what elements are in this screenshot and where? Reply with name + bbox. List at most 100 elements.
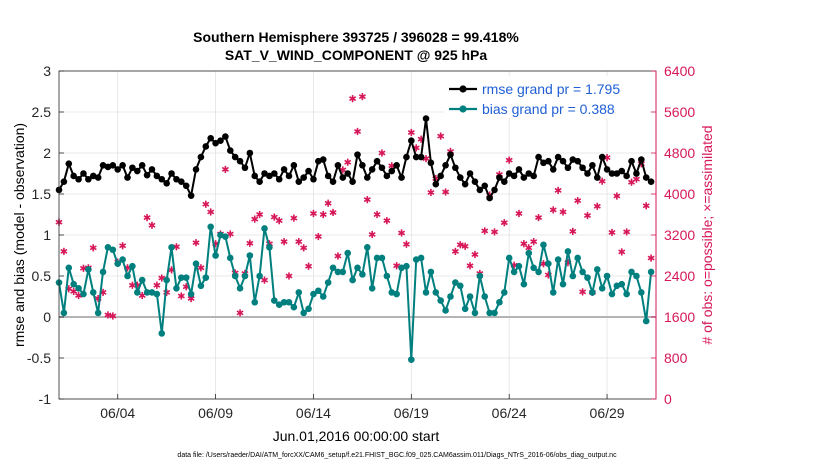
obs-point-core — [541, 262, 546, 266]
obs-point-core — [561, 210, 565, 214]
obs-point-core — [522, 242, 526, 246]
rmse-point — [618, 167, 626, 175]
obs-point — [632, 175, 640, 183]
obs-point-core — [277, 219, 281, 223]
bias-point — [60, 309, 68, 317]
bias-point — [593, 266, 601, 273]
obs-point-core — [258, 212, 262, 217]
bias-point — [153, 290, 161, 298]
obs-point — [647, 254, 655, 262]
bias-point — [173, 285, 180, 292]
rmse-point — [173, 175, 180, 183]
bias-point — [584, 274, 591, 281]
bias-point — [549, 289, 557, 296]
rmse-point — [549, 166, 557, 173]
obs-point — [329, 208, 337, 217]
data-file-footnote: data file: /Users/raeder/DAI/ATM_forcXX/… — [177, 452, 617, 459]
bias-point — [207, 223, 214, 231]
rmse-point — [197, 153, 205, 161]
bias-point — [432, 289, 440, 296]
obs-point — [569, 227, 577, 236]
obs-point-core — [72, 289, 76, 293]
obs-point-core — [375, 212, 379, 217]
bias-point — [598, 285, 606, 292]
obs-point — [402, 240, 410, 248]
rmse-point — [447, 151, 454, 158]
rmse-point — [300, 174, 307, 181]
obs-point-core — [649, 256, 653, 260]
obs-point — [500, 219, 508, 227]
obs-point — [383, 217, 391, 225]
obs-point-core — [101, 290, 105, 294]
obs-point — [334, 252, 342, 260]
y2-axis-label: # of obs: o=possible; ×=assimilated — [699, 125, 715, 344]
obs-point-core — [473, 252, 477, 257]
rmse-point — [354, 151, 361, 158]
rmse-point — [261, 170, 268, 177]
bias-point — [608, 290, 616, 298]
bias-point — [280, 298, 288, 306]
bias-point — [368, 285, 376, 292]
rmse-point — [461, 180, 469, 188]
y2-tick-label: 5600 — [664, 104, 695, 120]
rmse-point — [520, 174, 528, 181]
rmse-point — [359, 162, 366, 169]
rmse-point — [192, 166, 200, 173]
obs-point — [119, 242, 127, 250]
obs-point — [353, 127, 362, 136]
obs-point — [246, 239, 254, 247]
rmse-point — [168, 170, 175, 177]
rmse-point — [148, 166, 156, 173]
bias-point — [178, 274, 185, 281]
obs-point-core — [600, 179, 604, 183]
y-tick-label: 0.5 — [32, 268, 52, 284]
rmse-point — [633, 170, 640, 177]
obs-point-core — [620, 250, 624, 254]
bias-point — [569, 272, 577, 280]
rmse-point — [133, 167, 141, 175]
rmse-point — [124, 174, 131, 181]
rmse-point — [647, 178, 655, 185]
bias-point — [212, 252, 219, 259]
obs-point — [593, 202, 601, 210]
x-tick-label: 06/04 — [100, 405, 135, 421]
bias-point — [554, 256, 562, 263]
obs-point — [290, 214, 298, 222]
rmse-point — [251, 172, 259, 180]
bias-point — [119, 256, 126, 263]
obs-point-core — [62, 249, 66, 253]
bias-point — [187, 290, 195, 298]
obs-point-core — [253, 217, 257, 221]
obs-point — [89, 244, 97, 252]
obs-point — [407, 128, 415, 137]
obs-point — [349, 95, 357, 103]
obs-point-core — [130, 283, 135, 287]
rmse-point — [349, 178, 356, 185]
bias-point — [339, 268, 347, 276]
rmse-point — [280, 166, 288, 173]
bias-point — [408, 356, 415, 363]
rmse-point — [412, 153, 420, 161]
obs-point — [60, 247, 68, 255]
obs-point — [261, 276, 269, 284]
rmse-point — [466, 170, 474, 177]
bias-point — [354, 264, 361, 272]
bias-point — [501, 289, 508, 296]
obs-point-core — [551, 208, 555, 212]
obs-point-core — [292, 216, 296, 220]
obs-point — [256, 210, 264, 219]
obs-point-core — [213, 242, 218, 246]
rmse-point — [486, 194, 493, 202]
obs-point-core — [81, 266, 86, 270]
bias-point — [329, 264, 337, 272]
bias-point — [65, 264, 73, 272]
rmse-point — [119, 162, 126, 169]
bias-point — [75, 285, 82, 292]
obs-point-core — [150, 223, 154, 227]
obs-point-core — [625, 230, 629, 234]
rmse-point — [417, 153, 425, 161]
y2-tick-label: 1600 — [664, 309, 695, 325]
obs-point-core — [585, 213, 590, 218]
obs-point-core — [580, 290, 585, 294]
y-tick-label: 2 — [43, 145, 51, 161]
